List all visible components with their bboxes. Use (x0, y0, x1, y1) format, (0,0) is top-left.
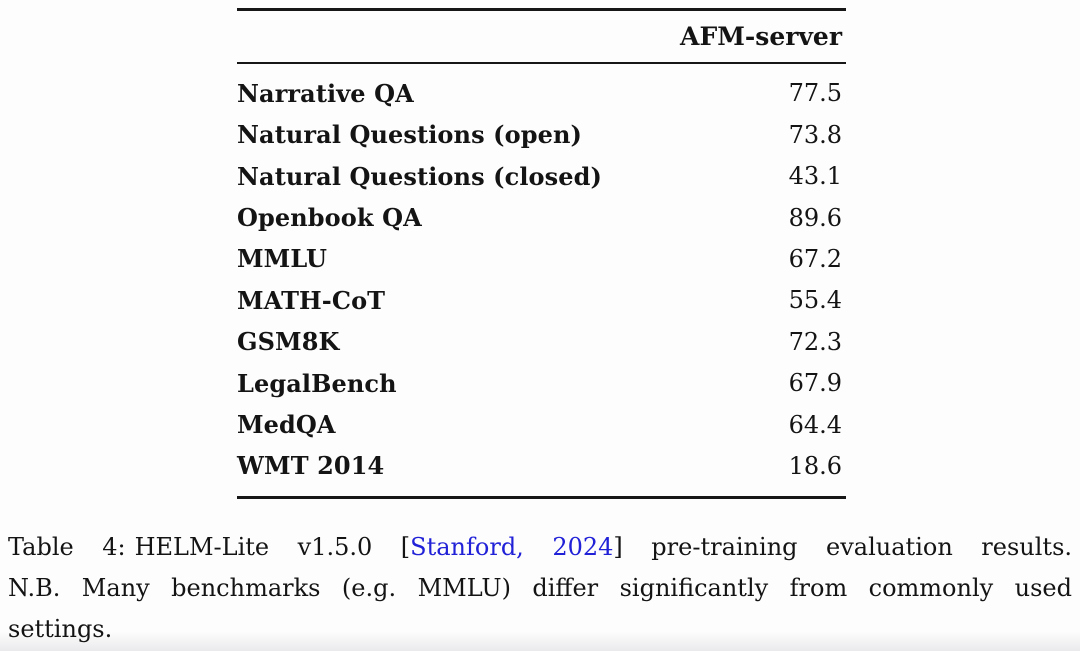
table-body: Narrative QA 77.5 Natural Questions (ope… (237, 64, 846, 496)
row-label: Natural Questions (closed) (237, 161, 602, 191)
table-row: GSM8K 72.3 (237, 321, 846, 362)
row-label: Narrative QA (237, 78, 414, 108)
row-label: GSM8K (237, 327, 340, 357)
row-value: 55.4 (788, 286, 842, 315)
table-row: MATH-CoT 55.4 (237, 280, 846, 321)
caption-line-2: N.B. Many benchmarks (e.g. MMLU) differ … (8, 574, 1072, 602)
table-row: MMLU 67.2 (237, 238, 846, 279)
caption-table-number: Table 4: (8, 533, 126, 561)
row-value: 89.6 (788, 203, 842, 232)
citation-link[interactable]: Stanford, 2024 (410, 533, 614, 561)
row-label: MMLU (237, 244, 328, 274)
table-row: LegalBench 67.9 (237, 362, 846, 403)
table-row: Narrative QA 77.5 (237, 73, 846, 114)
row-value: 77.5 (788, 79, 842, 108)
caption-line-1: Table 4: HELM-Lite v1.5.0 [Stanford, 2024… (8, 527, 1072, 568)
row-label: MedQA (237, 410, 336, 439)
table-row: Openbook QA 89.6 (237, 197, 846, 238)
table-bottom-rule (237, 495, 846, 499)
table-row: MedQA 64.4 (237, 404, 846, 445)
table-row: Natural Questions (open) 73.8 (237, 114, 846, 155)
table-caption: Table 4: HELM-Lite v1.5.0 [Stanford, 2024… (8, 527, 1072, 650)
row-label: Natural Questions (open) (237, 120, 582, 150)
row-value: 73.8 (788, 120, 842, 149)
table-row: Natural Questions (closed) 43.1 (237, 155, 846, 196)
row-value: 67.9 (788, 369, 842, 398)
row-label: WMT 2014 (237, 451, 385, 481)
caption-text-after-link: ] pre-training evaluation results. (613, 533, 1073, 561)
table-mid-rule (237, 62, 846, 64)
column-header-afm-server: AFM-server (680, 22, 842, 51)
table-top-rule (237, 8, 846, 11)
row-label: MATH-CoT (237, 285, 386, 315)
row-value: 43.1 (788, 162, 842, 191)
row-value: 67.2 (788, 244, 842, 273)
row-label: LegalBench (237, 368, 397, 398)
row-label: Openbook QA (237, 203, 422, 233)
caption-line-3: settings. (8, 615, 113, 643)
row-value: 64.4 (788, 410, 842, 439)
benchmark-table: AFM-server Narrative QA 77.5 Natural Que… (237, 8, 846, 499)
table-row: WMT 2014 18.6 (237, 445, 846, 486)
table-header-row: AFM-server (237, 11, 846, 62)
row-value: 18.6 (788, 451, 842, 480)
row-value: 72.3 (788, 327, 842, 356)
caption-text-before-link: HELM-Lite v1.5.0 [ (134, 533, 411, 561)
